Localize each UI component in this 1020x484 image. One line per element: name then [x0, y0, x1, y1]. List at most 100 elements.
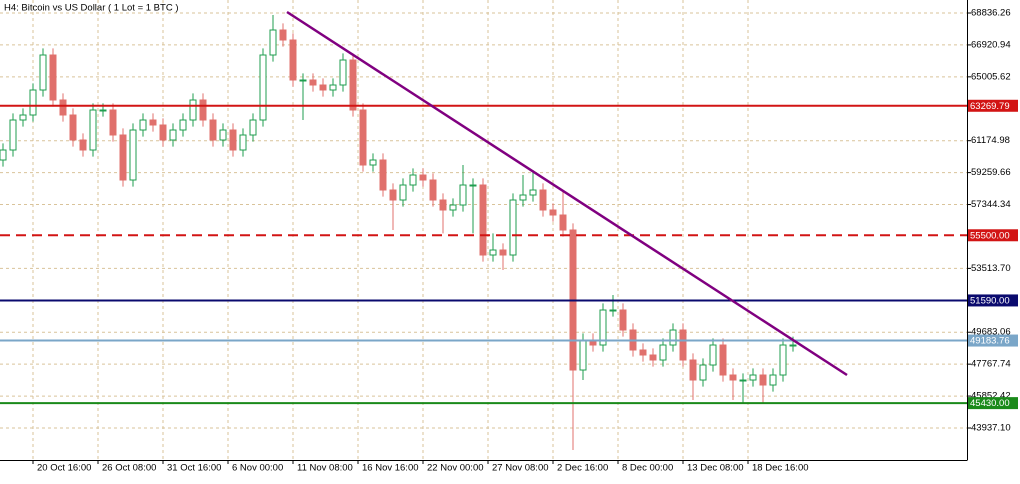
candle-body — [279, 29, 287, 41]
candle-body — [729, 374, 737, 381]
candle-body — [449, 204, 457, 211]
candle-body — [599, 309, 607, 346]
candle-body — [709, 344, 717, 366]
candle-body — [299, 79, 307, 82]
x-tick-label: 6 Nov 00:00 — [232, 463, 283, 474]
candle-body — [359, 109, 367, 166]
level-label-box — [968, 99, 1018, 112]
x-tick-label: 20 Oct 16:00 — [37, 463, 91, 474]
candle-body — [289, 39, 297, 81]
candle-body — [0, 149, 7, 161]
candle-body — [689, 359, 697, 381]
candle-body — [499, 249, 507, 256]
level-label-box — [968, 397, 1018, 410]
candle-body — [199, 99, 207, 121]
level-label: 55500.00 — [970, 230, 1010, 241]
y-tick-label: 68836.26 — [971, 8, 1011, 19]
y-tick-label: 59259.66 — [971, 167, 1011, 178]
candle-body — [189, 99, 197, 121]
y-tick-label: 49683.06 — [971, 327, 1011, 338]
candle-body — [129, 129, 137, 181]
candle-body — [389, 189, 397, 201]
candle-body — [489, 249, 497, 256]
chart-title: H4: Bitcoin vs US Dollar ( 1 Lot = 1 BTC… — [4, 3, 179, 14]
y-tick-label: 57344.34 — [971, 199, 1011, 210]
candle-body — [109, 109, 117, 136]
x-tick-label: 18 Dec 16:00 — [752, 463, 809, 474]
candle-body — [679, 329, 687, 361]
candle-body — [439, 199, 447, 211]
level-label-box — [968, 334, 1018, 347]
candle-body — [19, 114, 27, 121]
x-tick-label: 8 Dec 00:00 — [622, 463, 673, 474]
candle-body — [59, 99, 67, 116]
candle-body — [419, 174, 427, 181]
candle-body — [539, 189, 547, 211]
candle-body — [179, 119, 187, 131]
candle-body — [749, 374, 757, 381]
candle-body — [559, 214, 567, 231]
y-tick-label: 53513.70 — [971, 263, 1011, 274]
candle-body — [409, 174, 417, 186]
candle-body — [579, 339, 587, 371]
trend-line — [286, 10, 848, 377]
x-tick-label: 11 Nov 08:00 — [297, 463, 353, 474]
y-tick-label: 65005.62 — [971, 71, 1011, 82]
x-tick-label: 26 Oct 08:00 — [102, 463, 156, 474]
x-tick-label: 16 Nov 16:00 — [362, 463, 419, 474]
x-tick-label: 2 Dec 16:00 — [557, 463, 608, 474]
candle-body — [459, 184, 467, 206]
candle-body — [669, 329, 677, 346]
candle-body — [519, 194, 527, 201]
candle-body — [239, 134, 247, 151]
x-tick-label: 13 Dec 08:00 — [687, 463, 744, 474]
y-tick-label: 47767.74 — [971, 359, 1011, 370]
level-label-box — [968, 294, 1018, 307]
level-label-box — [968, 229, 1018, 242]
candle-body — [49, 54, 57, 101]
candle-body — [529, 189, 537, 196]
candle-body — [29, 89, 37, 116]
grid — [0, 0, 967, 460]
candle-body — [549, 209, 557, 216]
candle-body — [469, 184, 477, 187]
candle-body — [39, 54, 47, 91]
candle-body — [89, 109, 97, 151]
candle-body — [429, 179, 437, 201]
candle-body — [259, 54, 267, 121]
candle-body — [99, 109, 107, 112]
candle-body — [209, 119, 217, 141]
candle-body — [349, 59, 357, 111]
candle-body — [779, 344, 787, 376]
candle-body — [739, 379, 747, 382]
candle-body — [699, 364, 707, 381]
x-tick-label: 31 Oct 16:00 — [167, 463, 221, 474]
level-label: 49183.76 — [970, 336, 1010, 347]
candle-body — [69, 114, 77, 141]
candle-body — [369, 159, 377, 166]
plot — [0, 10, 967, 451]
candle-body — [219, 129, 227, 141]
candle-body — [119, 134, 127, 181]
candle-body — [309, 79, 317, 86]
candle-body — [379, 159, 387, 191]
y-tick-label: 61174.98 — [971, 135, 1010, 146]
axes: 68836.26 66920.94 65005.62 61174.98 59259.66… — [0, 0, 1018, 474]
candle-body — [769, 374, 777, 386]
candle-body — [659, 344, 667, 361]
candle-body — [719, 344, 727, 376]
level-label: 45430.00 — [970, 398, 1010, 409]
candle-body — [249, 119, 257, 136]
y-tick-label: 43937.10 — [971, 423, 1011, 434]
candle-body — [139, 119, 147, 131]
candle-body — [79, 139, 87, 151]
x-tick-label: 27 Nov 08:00 — [492, 463, 549, 474]
candle-body — [609, 309, 617, 312]
candle-body — [479, 184, 487, 256]
level-label: 51590.00 — [970, 295, 1010, 306]
candle-body — [9, 119, 17, 151]
candle-body — [229, 129, 237, 151]
candle-body — [759, 374, 767, 386]
